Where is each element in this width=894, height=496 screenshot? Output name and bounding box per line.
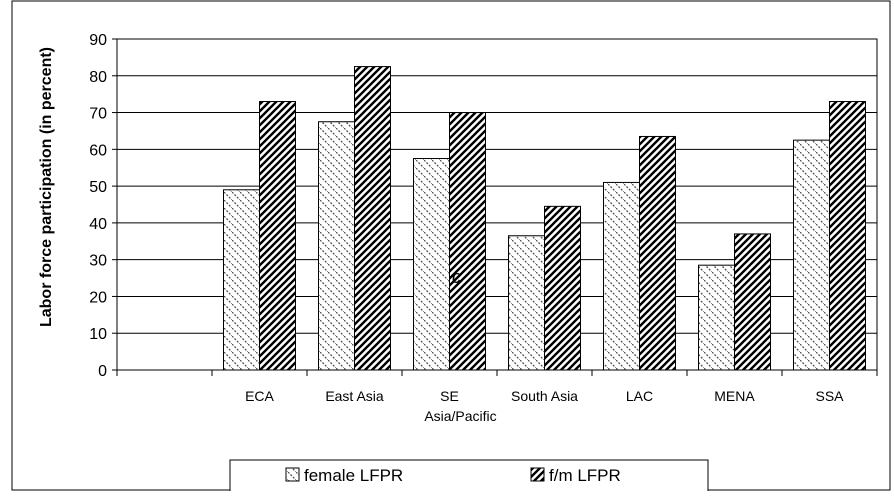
legend-label-female: female LFPR <box>304 466 403 485</box>
y-tick-label: 20 <box>89 289 107 306</box>
y-tick-label: 40 <box>89 216 107 233</box>
legend-label-fm: f/m LFPR <box>549 466 621 485</box>
x-category-label: Asia/Pacific <box>424 408 496 424</box>
bar-fm-lfpr <box>734 233 771 371</box>
y-axis-label: Labor force participation (in percent) <box>38 47 55 327</box>
bar-fm-lfpr <box>829 101 866 371</box>
bar-female-lfpr <box>793 139 830 371</box>
x-category-label: SE <box>440 388 459 404</box>
legend: female LFPR f/m LFPR <box>229 459 709 496</box>
y-tick-label: 50 <box>89 179 107 196</box>
legend-swatch-fm <box>530 467 545 482</box>
x-category-label: South Asia <box>511 388 578 404</box>
x-category-label: LAC <box>626 388 653 404</box>
x-category-label: ECA <box>245 388 274 404</box>
y-tick-label: 10 <box>89 326 107 343</box>
bar-female-lfpr <box>603 181 640 371</box>
x-category-label: East Asia <box>325 388 384 404</box>
bar-female-lfpr <box>698 264 735 371</box>
y-tick-label: 0 <box>98 363 107 380</box>
x-category-label: MENA <box>714 388 755 404</box>
y-tick-label: 90 <box>89 32 107 49</box>
bar-female-lfpr <box>413 158 450 371</box>
bar-fm-lfpr <box>259 101 296 371</box>
bar-female-lfpr <box>318 121 355 371</box>
bar-fm-lfpr <box>544 205 581 371</box>
x-category-label: SSA <box>815 388 844 404</box>
bar-fm-lfpr <box>449 112 486 371</box>
bar-female-lfpr <box>223 189 260 371</box>
y-tick-label: 70 <box>89 106 107 123</box>
annotation-label: c <box>452 267 461 287</box>
legend-box <box>229 459 709 496</box>
bar-fm-lfpr <box>639 135 676 371</box>
legend-swatch-female <box>285 467 300 482</box>
y-tick-label: 80 <box>89 69 107 86</box>
y-tick-label: 30 <box>89 253 107 270</box>
y-tick-label: 60 <box>89 142 107 159</box>
bar-female-lfpr <box>508 235 545 371</box>
bar-fm-lfpr <box>354 66 391 371</box>
